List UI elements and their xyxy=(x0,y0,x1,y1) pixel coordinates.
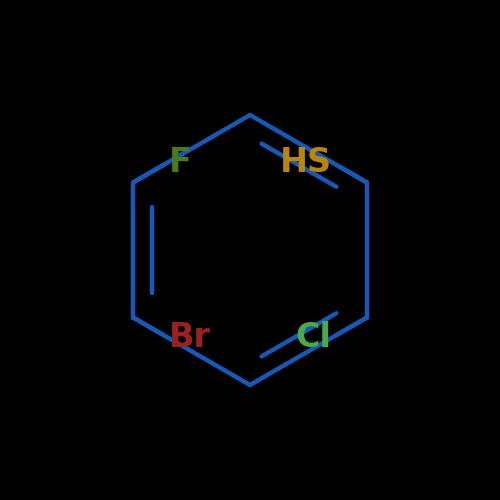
Text: HS: HS xyxy=(280,146,332,179)
Text: Cl: Cl xyxy=(296,321,332,354)
Text: Br: Br xyxy=(168,321,210,354)
Text: F: F xyxy=(168,146,192,179)
